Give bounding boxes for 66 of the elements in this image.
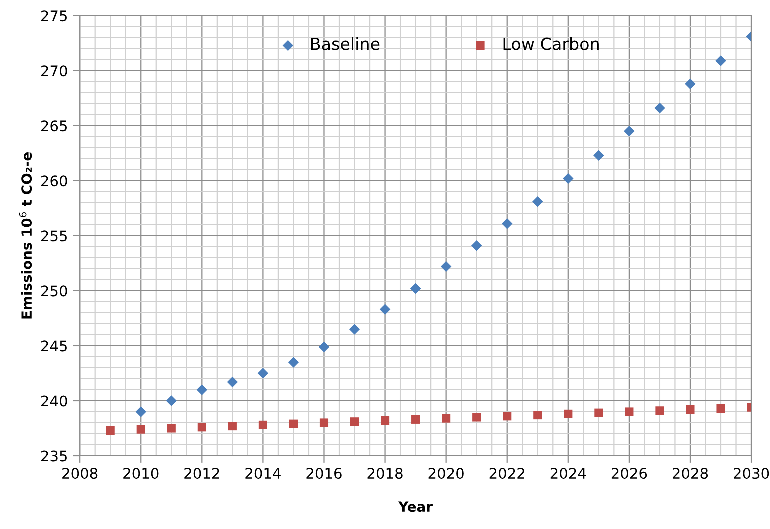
point [167,424,176,433]
x-tick-label: 2008 [62,468,98,480]
point [258,368,269,379]
point [532,196,544,208]
point [381,416,390,426]
point [136,406,146,418]
x-tick-label: 2014 [246,468,281,480]
point [502,218,513,230]
point [410,283,422,294]
y-tick-label: 240 [42,396,68,407]
point [412,415,420,424]
point [625,408,634,416]
y-tick-label: 260 [42,176,68,187]
point [227,376,238,388]
point [716,56,726,66]
x-tick-label: 2016 [306,468,342,480]
point [350,418,360,426]
point [440,261,452,272]
y-axis-title: Emissions 10$^{6}$ t CO₂-e [19,152,32,319]
point [534,411,542,420]
point [686,406,695,414]
point [594,150,604,161]
x-tick-label: 2026 [612,468,648,480]
point [166,396,178,406]
x-tick-label: 2018 [368,468,403,480]
point [320,418,329,428]
x-axis-title: Year [398,502,433,512]
x-tick-label: 2020 [428,468,464,480]
point [564,410,573,418]
point [198,423,206,432]
point [503,412,512,421]
point [685,78,696,90]
point [289,420,298,428]
y-tick-label: 235 [42,450,67,462]
point [654,102,666,114]
x-tick-label: 2010 [124,468,159,480]
point [258,420,268,430]
x-tick-label: 2024 [550,468,586,480]
point [563,173,574,184]
point [196,384,208,396]
legend-label: Low Carbon [504,37,599,50]
x-tick-label: 2028 [672,468,708,480]
point [594,408,604,418]
point [380,304,391,316]
point [656,406,664,416]
point [471,240,482,252]
y-tick-label: 275 [42,10,67,22]
point [288,357,300,368]
point [472,413,482,422]
x-tick-label: 2022 [490,468,524,480]
x-tick-label: 2030 [734,468,770,480]
point [624,126,635,137]
point [106,426,115,435]
point [716,404,726,413]
y-tick-label: 270 [42,66,68,77]
point [228,422,237,431]
y-tick-label: 250 [42,286,68,297]
legend-label: Baseline [312,37,380,50]
point [442,414,451,423]
point [349,324,360,335]
point [318,342,330,352]
x-tick-label: 2012 [184,468,220,480]
y-tick-label: 245 [42,340,67,352]
y-tick-label: 265 [42,120,67,132]
y-tick-label: 255 [42,230,67,242]
point [136,425,146,434]
